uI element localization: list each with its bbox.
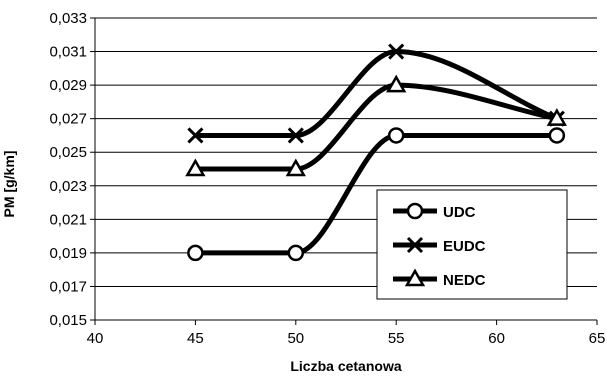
x-tick-label: 50 — [287, 330, 304, 347]
y-tick-label: 0,025 — [49, 144, 87, 161]
legend-label: EUDC — [443, 238, 486, 255]
data-point-nedc — [185, 158, 206, 177]
x-tick-label: 45 — [187, 330, 204, 347]
x-tick-label: 60 — [488, 330, 505, 347]
data-point-udc — [287, 244, 305, 262]
x-tick-labels: 40 45 50 55 60 65 — [87, 330, 606, 347]
data-point-eudc — [388, 43, 405, 60]
x-tick-label: 40 — [87, 330, 104, 347]
y-tick-label: 0,029 — [49, 77, 87, 94]
legend-label: UDC — [443, 204, 476, 221]
legend-marker-udc — [406, 202, 424, 220]
y-tick-label: 0,023 — [49, 178, 87, 195]
y-axis-title: PM [g/km] — [1, 151, 17, 218]
series-line-eudc — [195, 49, 558, 138]
y-tick-labels: 0,015 0,017 0,019 0,021 0,023 0,025 0,027 0,029… — [49, 10, 87, 329]
y-tick-label: 0,017 — [49, 278, 87, 295]
y-tick-label: 0,021 — [49, 211, 87, 228]
x-tick-label: 55 — [388, 330, 405, 347]
data-point-nedc — [285, 158, 306, 177]
x-tick-label: 65 — [589, 330, 606, 347]
data-point-nedc — [546, 108, 567, 126]
series-group — [185, 43, 567, 262]
grid-lines — [90, 17, 597, 321]
legend-label: NEDC — [443, 272, 486, 289]
legend: UDC EUDC NEDC — [376, 189, 568, 300]
x-axis-title: Liczba cetanowa — [290, 358, 401, 374]
series-nedc — [185, 74, 567, 177]
data-point-eudc — [187, 127, 204, 144]
series-line-nedc — [195, 82, 558, 172]
legend-marker-nedc — [404, 268, 426, 287]
data-point-udc — [387, 127, 405, 144]
axes — [94, 18, 598, 325]
data-point-eudc — [287, 127, 304, 144]
y-tick-label: 0,031 — [49, 44, 87, 61]
y-tick-label: 0,019 — [49, 245, 87, 262]
data-point-udc — [187, 244, 204, 262]
data-point-nedc — [386, 74, 407, 93]
y-tick-label: 0,027 — [49, 111, 87, 128]
data-point-udc — [548, 127, 566, 144]
y-tick-label: 0,033 — [49, 10, 87, 27]
y-tick-label: 0,015 — [49, 312, 87, 329]
legend-item-eudc: EUDC — [393, 236, 486, 255]
legend-item-udc: UDC — [393, 202, 476, 221]
legend-item-nedc: NEDC — [393, 268, 486, 289]
legend-marker-eudc — [406, 236, 424, 254]
series-udc — [187, 127, 566, 262]
series-line-udc — [195, 132, 557, 256]
